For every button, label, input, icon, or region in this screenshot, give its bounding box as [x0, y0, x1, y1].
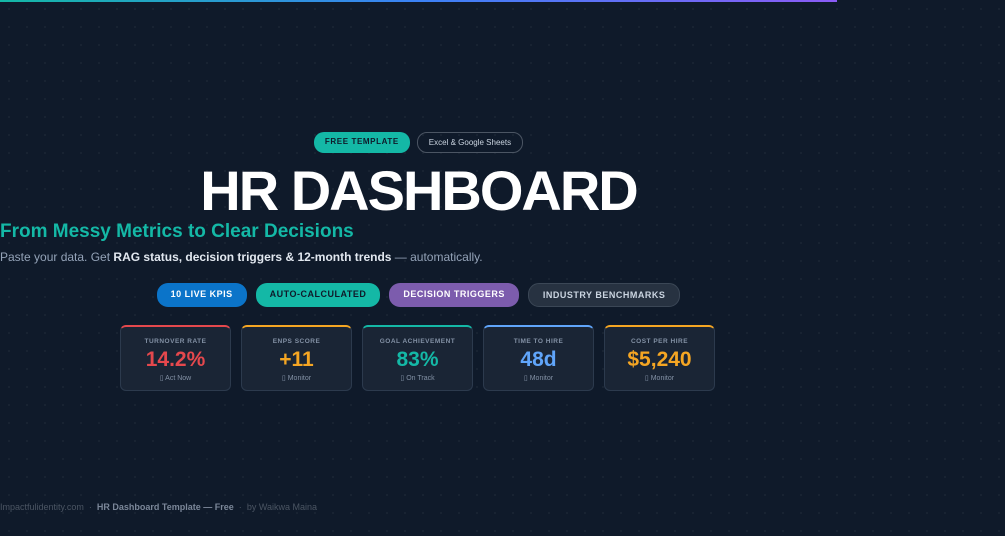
top-gradient-bar — [0, 0, 837, 2]
kpi-value: 48d — [520, 348, 557, 371]
description-highlight: RAG status, decision triggers & 12-month… — [113, 250, 392, 264]
kpi-label: GOAL ACHIEVEMENT — [379, 338, 456, 345]
description: Paste your data. Get RAG status, decisio… — [0, 250, 837, 264]
kpi-label: TURNOVER RATE — [144, 338, 207, 345]
pill-decision-triggers: DECISION TRIGGERS — [389, 283, 519, 307]
subtitle: From Messy Metrics to Clear Decisions — [0, 221, 354, 242]
kpi-card-goal: GOAL ACHIEVEMENT 83% ▯ On Track — [362, 325, 473, 391]
free-template-badge: FREE TEMPLATE — [313, 132, 410, 153]
kpi-value: +11 — [279, 348, 314, 371]
kpi-status: ▯ Act Now — [159, 375, 192, 382]
footer-name: HR Dashboard Template — Free — [96, 502, 234, 512]
kpi-card-turnover: TURNOVER RATE 14.2% ▯ Act Now — [120, 325, 231, 391]
footer-site: Impactfulidentity.com — [0, 502, 84, 512]
kpi-value: 14.2% — [145, 348, 206, 371]
kpi-value: $5,240 — [627, 348, 692, 371]
platform-badge: Excel & Google Sheets — [416, 132, 524, 153]
kpi-card-enps: ENPS SCORE +11 ▯ Monitor — [241, 325, 352, 391]
kpi-card-cost-per-hire: COST PER HIRE $5,240 ▯ Monitor — [604, 325, 715, 391]
pill-auto-calculated: AUTO-CALCULATED — [255, 283, 381, 307]
kpi-label: TIME TO HIRE — [513, 338, 564, 345]
footer: Impactfulidentity.com · HR Dashboard Tem… — [0, 502, 837, 512]
badge-row: FREE TEMPLATE Excel & Google Sheets — [0, 132, 837, 153]
description-text-end: — automatically. — [391, 250, 483, 264]
kpi-status: ▯ On Track — [400, 375, 435, 382]
footer-author: by Waikwa Maina — [246, 502, 318, 512]
description-text: Paste your data. Get — [0, 250, 114, 264]
kpi-label: ENPS SCORE — [272, 338, 321, 345]
kpi-cards: TURNOVER RATE 14.2% ▯ Act Now ENPS SCORE +1… — [120, 325, 715, 391]
kpi-value: 83% — [396, 348, 439, 371]
kpi-label: COST PER HIRE — [630, 338, 689, 345]
kpi-status: ▯ Monitor — [281, 375, 312, 382]
kpi-card-time-to-hire: TIME TO HIRE 48d ▯ Monitor — [483, 325, 594, 391]
pill-industry-benchmarks: INDUSTRY BENCHMARKS — [527, 283, 681, 307]
kpi-status: ▯ Monitor — [644, 375, 675, 382]
feature-pills: 10 LIVE KPIS AUTO-CALCULATED DECISION TR… — [0, 283, 837, 307]
page-title: HR DASHBOARD — [200, 159, 638, 222]
footer-separator: · — [88, 502, 92, 512]
footer-separator: · — [238, 502, 242, 512]
kpi-status: ▯ Monitor — [523, 375, 554, 382]
pill-live-kpis: 10 LIVE KPIS — [156, 283, 247, 307]
